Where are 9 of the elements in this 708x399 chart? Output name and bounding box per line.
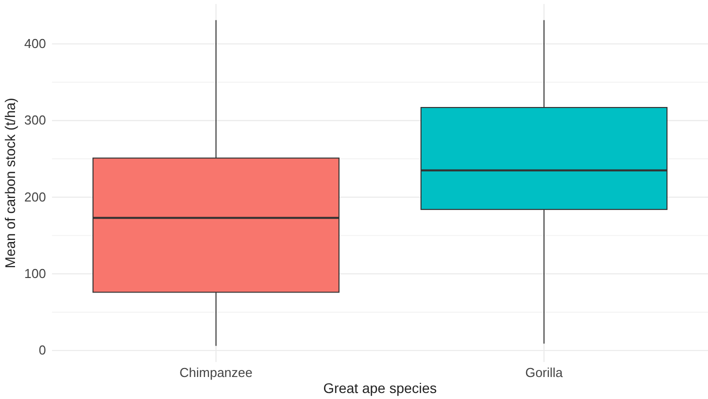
y-tick-label: 100 [24, 266, 46, 281]
x-axis-title: Great ape species [323, 380, 437, 396]
y-tick-label: 400 [24, 36, 46, 52]
y-tick-label: 0 [38, 342, 46, 358]
y-tick-label: 200 [24, 189, 46, 204]
x-tick-label: Chimpanzee [180, 365, 252, 380]
x-tick-label: Gorilla [525, 365, 564, 380]
y-tick-label: 300 [24, 112, 46, 128]
y-axis-title: Mean of carbon stock (t/ha) [2, 98, 18, 268]
